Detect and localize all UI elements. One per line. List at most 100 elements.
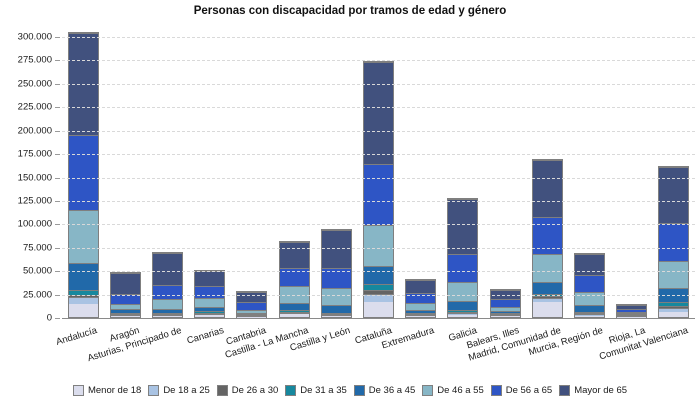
gridline xyxy=(62,247,695,249)
bar-segment xyxy=(406,315,436,317)
y-tick-label: 225.000 xyxy=(17,101,52,113)
bar-segment xyxy=(153,313,182,315)
gridline xyxy=(62,294,695,296)
bar-murcia-región-de xyxy=(574,252,606,318)
bar-slot xyxy=(104,37,146,318)
bar-slot xyxy=(231,37,273,318)
gridline xyxy=(62,60,695,62)
bar-segment xyxy=(68,262,98,290)
legend-item: De 18 a 25 xyxy=(148,385,210,396)
x-axis: Andalucía Aragón Asturias, Principado de Ca… xyxy=(55,319,695,375)
legend-label: Menor de 18 xyxy=(87,385,142,396)
bar-galicia xyxy=(447,197,479,318)
y-tick-label: 275.000 xyxy=(17,54,52,66)
bar-segment xyxy=(448,254,478,283)
gridline xyxy=(62,130,695,132)
legend: Menor de 18 De 18 a 25 De 26 a 30 De 31 a 3… xyxy=(0,385,700,396)
legend-label: De 46 a 55 xyxy=(437,385,484,396)
bar-segment xyxy=(279,242,309,269)
bar-aragón xyxy=(109,272,141,318)
bar-segment xyxy=(68,297,98,304)
bar-castilla-y-león xyxy=(320,228,352,318)
gridline xyxy=(62,224,695,226)
bar-segment xyxy=(364,265,394,285)
bar-segment xyxy=(575,275,605,292)
y-tick-mark xyxy=(55,247,60,249)
bar-segment xyxy=(195,297,225,308)
bar-segment xyxy=(237,313,267,315)
bar-slot xyxy=(442,37,484,318)
y-tick-label: 150.000 xyxy=(17,172,52,183)
bar-segment xyxy=(153,253,182,286)
legend-swatch xyxy=(148,385,160,396)
bar-segment xyxy=(321,313,351,315)
bar-asturias-principado-de xyxy=(152,252,183,318)
bar-segment xyxy=(279,312,309,315)
bar-segment xyxy=(364,301,394,317)
legend-swatch xyxy=(285,385,297,396)
bar-segment xyxy=(575,313,605,315)
bar-segment xyxy=(448,311,478,313)
bar-segment xyxy=(532,301,562,317)
bar-segment xyxy=(659,260,689,289)
bar-comunitat-valenciana xyxy=(658,166,690,318)
bar-segment xyxy=(448,314,478,317)
y-tick-mark xyxy=(55,154,60,156)
bar-segment xyxy=(364,62,394,164)
y-tick-mark xyxy=(55,294,60,296)
bar-segment xyxy=(490,307,520,311)
y-tick-mark xyxy=(55,37,60,38)
bar-segment xyxy=(448,310,478,312)
bar-segment xyxy=(237,315,267,317)
bar-segment xyxy=(279,268,309,287)
bar-balears-illes xyxy=(489,288,521,318)
y-tick-label: 0 xyxy=(46,312,52,324)
bar-segment xyxy=(448,198,478,255)
legend-label: De 18 a 25 xyxy=(163,385,210,396)
bar-segment xyxy=(659,223,689,261)
bar-segment xyxy=(490,299,520,308)
bar-segment xyxy=(448,300,478,311)
legend-item: De 31 a 35 xyxy=(285,385,347,396)
bar-slot xyxy=(357,37,399,318)
bar-segment xyxy=(195,311,225,313)
bar-segment xyxy=(68,303,98,317)
bar-segment xyxy=(279,314,309,317)
y-tick-mark xyxy=(55,271,60,273)
bar-segment xyxy=(617,309,647,312)
gridline xyxy=(62,271,695,273)
bar-segment xyxy=(321,287,351,305)
bar-segment xyxy=(617,315,647,317)
bar-segment xyxy=(195,307,225,312)
bar-segment xyxy=(237,302,267,310)
y-tick-mark xyxy=(55,177,60,179)
bar-segment xyxy=(279,311,309,313)
bar-segment xyxy=(406,279,436,294)
bar-segment xyxy=(153,314,182,317)
bar-segment xyxy=(195,313,225,315)
legend-swatch xyxy=(216,385,228,396)
bar-segment xyxy=(110,312,140,314)
bar-segment xyxy=(659,302,689,306)
bar-segment xyxy=(110,315,140,317)
bar-segment xyxy=(237,291,267,303)
gridline xyxy=(62,107,695,109)
bar-segment xyxy=(406,310,436,314)
bar-segment xyxy=(195,271,225,286)
bar-segment xyxy=(575,311,605,314)
bar-cataluña xyxy=(363,61,395,318)
bar-segment xyxy=(659,305,689,309)
bar-segment xyxy=(617,312,647,314)
bars-container xyxy=(62,32,695,318)
legend-swatch xyxy=(559,385,571,396)
bar-segment xyxy=(575,305,605,312)
bar-segment xyxy=(617,311,647,313)
y-tick-label: 25.000 xyxy=(22,289,52,301)
bar-segment xyxy=(153,308,182,313)
y-tick-mark xyxy=(55,107,60,109)
bar-segment xyxy=(321,267,351,288)
bar-segment xyxy=(617,313,647,315)
y-tick-mark xyxy=(55,224,60,226)
bar-segment xyxy=(532,281,562,295)
gridline xyxy=(62,177,695,179)
